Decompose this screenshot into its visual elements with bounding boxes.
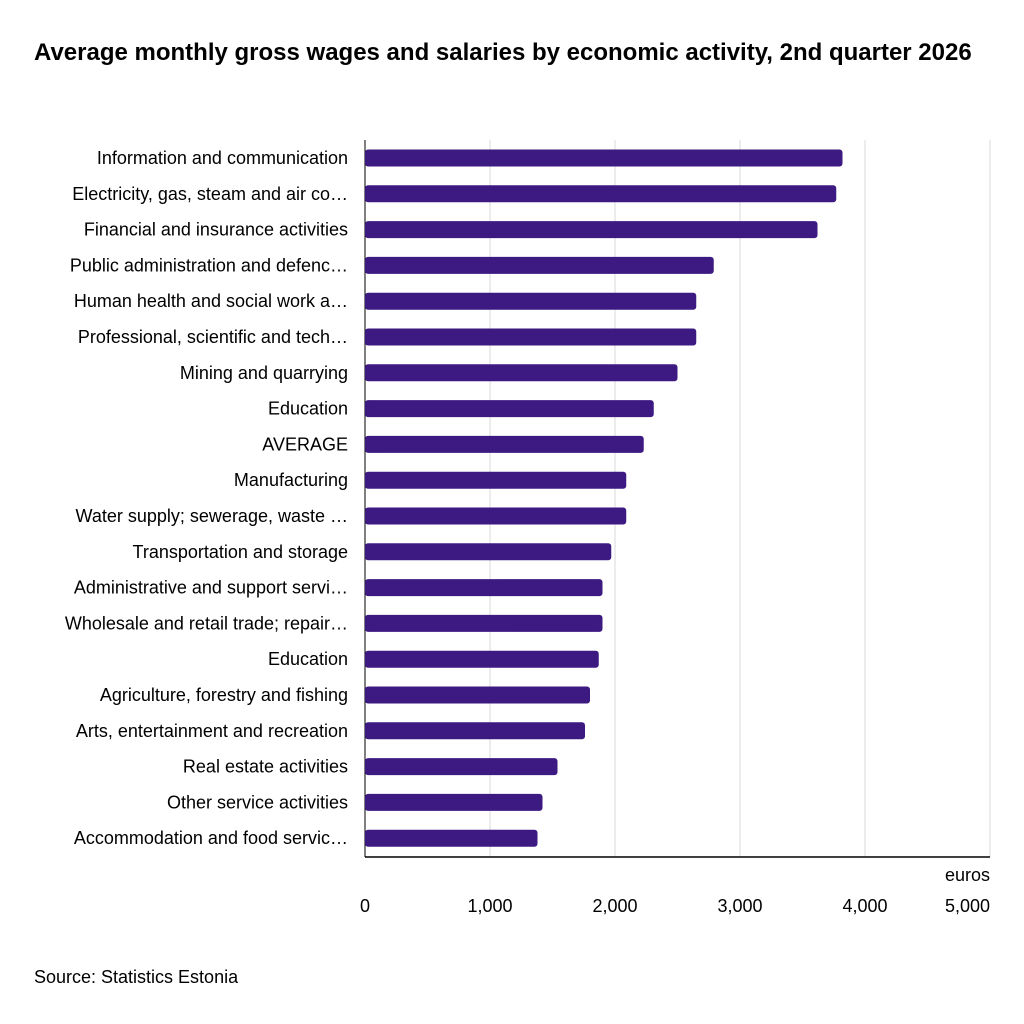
bar <box>365 543 612 561</box>
x-tick-labels: 0 1,000 2,000 3,000 4,000 5,000 <box>360 896 990 916</box>
category-label: Accommodation and food servic… <box>74 828 348 848</box>
category-label: Education <box>268 649 348 669</box>
bar <box>365 829 538 847</box>
category-label: Arts, entertainment and recreation <box>76 721 348 741</box>
bar <box>365 149 843 167</box>
category-label: Financial and insurance activities <box>84 220 348 240</box>
bar <box>365 328 697 346</box>
category-label: Manufacturing <box>234 470 348 490</box>
bar <box>365 758 558 776</box>
bar <box>365 650 599 668</box>
category-label: Agriculture, forestry and fishing <box>100 685 348 705</box>
chart-title: Average monthly gross wages and salaries… <box>34 39 972 66</box>
bar <box>365 364 678 382</box>
bar <box>365 221 818 239</box>
bar <box>365 614 603 632</box>
category-label: Transportation and storage <box>133 542 348 562</box>
category-label: Water supply; sewerage, waste … <box>76 506 348 526</box>
bar <box>365 507 627 525</box>
category-label: Mining and quarrying <box>180 363 348 383</box>
bar <box>365 722 585 740</box>
grid-lines <box>364 140 991 857</box>
x-tick-label: 0 <box>360 896 370 916</box>
x-tick-label: 1,000 <box>467 896 512 916</box>
category-label: Professional, scientific and tech… <box>78 327 348 347</box>
bar <box>365 579 603 597</box>
x-tick-label: 5,000 <box>945 896 990 916</box>
category-label: Public administration and defenc… <box>70 255 348 275</box>
category-label: Education <box>268 399 348 419</box>
source-note: Source: Statistics Estonia <box>34 967 239 987</box>
category-labels: Information and communication Electricity… <box>65 148 348 848</box>
category-label: Real estate activities <box>183 757 348 777</box>
category-label: AVERAGE <box>262 434 348 454</box>
bar <box>365 435 644 453</box>
x-axis-title: euros <box>945 865 990 885</box>
category-label: Other service activities <box>167 792 348 812</box>
bar <box>365 471 627 489</box>
bar <box>365 686 590 704</box>
bar <box>365 185 837 203</box>
bar <box>365 256 714 274</box>
bar <box>365 292 697 310</box>
bars <box>365 149 843 847</box>
category-label: Wholesale and retail trade; repair… <box>65 613 348 633</box>
category-label: Electricity, gas, steam and air co… <box>72 184 348 204</box>
bar <box>365 793 543 811</box>
bar <box>365 400 654 418</box>
x-tick-label: 2,000 <box>592 896 637 916</box>
category-label: Information and communication <box>97 148 348 168</box>
x-tick-label: 4,000 <box>842 896 887 916</box>
category-label: Administrative and support servi… <box>74 578 348 598</box>
category-label: Human health and social work a… <box>74 291 348 311</box>
x-tick-label: 3,000 <box>717 896 762 916</box>
